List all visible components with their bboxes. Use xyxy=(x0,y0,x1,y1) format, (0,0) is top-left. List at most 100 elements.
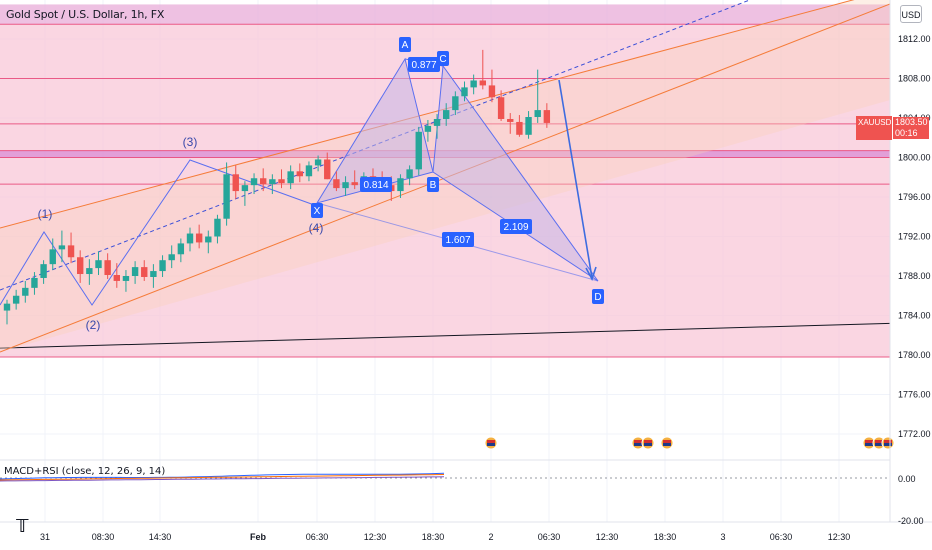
flag-stripe xyxy=(634,440,642,443)
wave-path xyxy=(0,159,318,306)
point-label: A xyxy=(402,40,409,51)
candle-body xyxy=(104,260,111,276)
time-tick-label: 12:30 xyxy=(828,532,851,542)
price-tick-label: 1792.00 xyxy=(898,232,931,242)
ratio-label: 0.814 xyxy=(363,180,388,191)
candle-body xyxy=(31,277,38,288)
ratio-label-box xyxy=(442,232,474,247)
flag-stripe xyxy=(663,440,671,443)
bar-countdown: 00:16 xyxy=(893,128,929,139)
candle-body xyxy=(333,179,340,189)
point-label: X xyxy=(314,206,321,217)
point-label: C xyxy=(439,54,446,65)
price-tick-label: 1812.00 xyxy=(898,34,931,44)
candle-body xyxy=(49,249,56,265)
candle-body xyxy=(342,182,349,189)
candle-body xyxy=(397,178,404,192)
candle-body xyxy=(214,218,221,237)
point-label-box xyxy=(399,37,411,52)
candle-body xyxy=(415,131,422,170)
ratio-label: 1.607 xyxy=(445,235,470,246)
flag-stripe xyxy=(663,443,671,446)
price-tick-label: 1772.00 xyxy=(898,429,931,439)
wave-label: (1) xyxy=(38,207,53,221)
time-tick-label: 08:30 xyxy=(92,532,115,542)
candle-body xyxy=(195,233,203,243)
candle-body xyxy=(543,110,551,123)
candle-body xyxy=(305,165,313,177)
candle-body xyxy=(131,267,139,276)
candle-body xyxy=(150,271,157,277)
price-tick-label: 1796.00 xyxy=(898,192,931,202)
candle-body xyxy=(159,260,166,272)
time-axis[interactable]: 31 08:30 14:30 Feb 06:30 12:30 18:30 2 06:30 12:3… xyxy=(40,532,850,542)
candle-body xyxy=(12,295,20,304)
candle-body xyxy=(241,185,249,192)
trend-line xyxy=(0,322,890,349)
wave-label: (4) xyxy=(309,221,324,235)
candle-body xyxy=(507,118,514,122)
candle-body xyxy=(534,110,541,118)
point-label: B xyxy=(430,180,437,191)
currency-button[interactable]: USD xyxy=(900,5,922,23)
candle-body xyxy=(479,80,486,86)
macd-line xyxy=(0,472,445,480)
signal-line xyxy=(0,474,445,481)
elliott-wave[interactable] xyxy=(0,159,318,306)
symbol-title[interactable]: Gold Spot / U.S. Dollar, 1h, FX xyxy=(6,8,165,21)
candle-body xyxy=(205,236,212,243)
candle-body xyxy=(269,179,276,185)
wave-label: (2) xyxy=(86,318,101,332)
candle-body xyxy=(95,260,102,269)
price-tick-label: 1784.00 xyxy=(898,311,931,321)
candle-body xyxy=(122,276,130,281)
indicator-axis: 0.00 -20.00 xyxy=(898,474,924,526)
candle-body xyxy=(232,174,239,192)
candle-body xyxy=(177,243,185,255)
time-tick-label: 06:30 xyxy=(770,532,793,542)
economic-events[interactable] xyxy=(484,436,895,450)
ratio-label-box xyxy=(360,177,392,192)
price-axis[interactable]: 1812.001808.001804.001800.001796.001792.… xyxy=(898,34,931,439)
candle-body xyxy=(452,96,459,111)
candle-body xyxy=(113,275,120,281)
zone-top xyxy=(0,4,890,25)
candle-body xyxy=(461,87,468,97)
time-tick-label: 31 xyxy=(40,532,50,542)
flag-stripe xyxy=(884,443,892,446)
wave-label: (3) xyxy=(183,135,198,149)
candle-body xyxy=(168,254,175,261)
time-tick-label: 2 xyxy=(488,532,493,542)
candle-body xyxy=(351,182,358,186)
indicator-pane[interactable] xyxy=(0,472,890,482)
indicator-title[interactable]: MACD+RSI (close, 12, 26, 9, 14) xyxy=(4,466,166,477)
flag-stripe xyxy=(875,443,883,446)
tradingview-logo-icon[interactable]: 𝕋 xyxy=(16,516,29,537)
flag-stripe xyxy=(487,443,495,446)
flag-stripe xyxy=(487,440,495,443)
time-tick-label: 3 xyxy=(720,532,725,542)
projection-arrow xyxy=(558,79,593,279)
price-tick-label: 1788.00 xyxy=(898,271,931,281)
flag-stripe xyxy=(644,443,652,446)
candle-body xyxy=(324,159,331,180)
candle-body xyxy=(40,264,47,278)
candlestick-series[interactable] xyxy=(3,49,551,325)
flag-stripe xyxy=(865,440,873,443)
indicator-tick-label: -20.00 xyxy=(898,516,924,526)
time-tick-label: 06:30 xyxy=(306,532,329,542)
price-tick-label: 1780.00 xyxy=(898,350,931,360)
ratio-label-box xyxy=(500,219,532,234)
time-tick-label: 12:30 xyxy=(596,532,619,542)
flag-stripe xyxy=(865,443,873,446)
candle-body xyxy=(497,97,505,119)
candle-body xyxy=(443,110,450,119)
candle-body xyxy=(223,174,230,219)
point-label-box xyxy=(427,177,439,192)
harmonic-pattern[interactable] xyxy=(315,57,599,282)
point-label-box xyxy=(592,289,604,304)
time-tick-label: Feb xyxy=(250,532,267,542)
candle-body xyxy=(424,125,432,132)
candle-body xyxy=(22,287,29,296)
